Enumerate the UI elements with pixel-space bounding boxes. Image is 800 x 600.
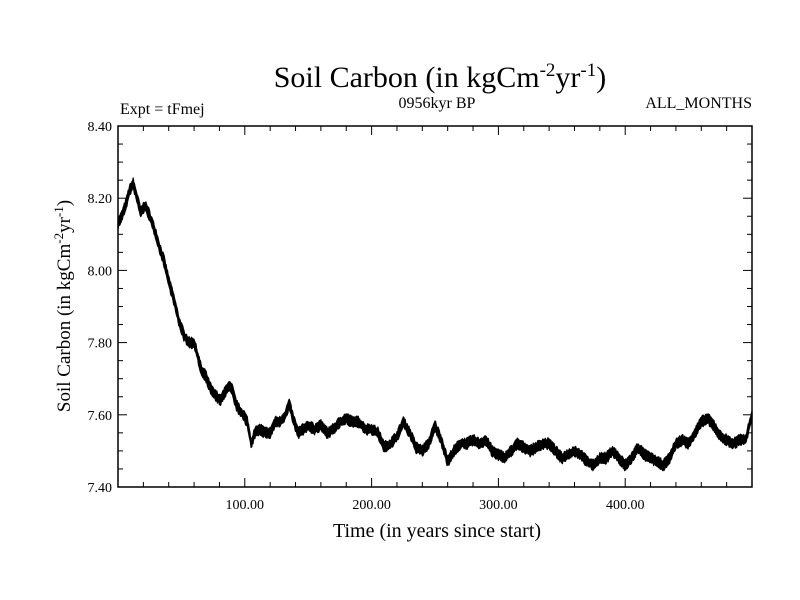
experiment-label: Expt = tFmej xyxy=(120,101,205,118)
y-axis-label: Soil Carbon (in kgCm-2yr-1) xyxy=(51,200,75,412)
x-tick-label: 400.00 xyxy=(606,498,645,513)
x-tick-label: 300.00 xyxy=(479,498,518,513)
y-axis-ticks: 7.40 7.60 7.80 8.00 8.20 8.40 xyxy=(88,120,752,496)
y-tick-label: 8.40 xyxy=(88,120,113,135)
x-axis-ticks: 100.00 200.00 300.00 400.00 xyxy=(142,126,728,513)
x-tick-label: 100.00 xyxy=(226,498,265,513)
y-tick-label: 8.00 xyxy=(88,264,113,279)
plot-frame xyxy=(117,125,753,488)
x-tick-label: 200.00 xyxy=(352,498,391,513)
y-tick-label: 8.20 xyxy=(88,192,113,207)
y-tick-label: 7.60 xyxy=(88,409,113,424)
period-label: 0956kyr BP xyxy=(399,95,476,112)
y-tick-label: 7.80 xyxy=(88,337,113,352)
y-tick-label: 7.40 xyxy=(88,481,113,496)
soil-carbon-series-band xyxy=(117,177,753,472)
x-axis-label: Time (in years since start) xyxy=(333,520,541,542)
months-label: ALL_MONTHS xyxy=(645,95,752,112)
chart-title: Soil Carbon (in kgCm-2yr-1) xyxy=(274,60,607,94)
